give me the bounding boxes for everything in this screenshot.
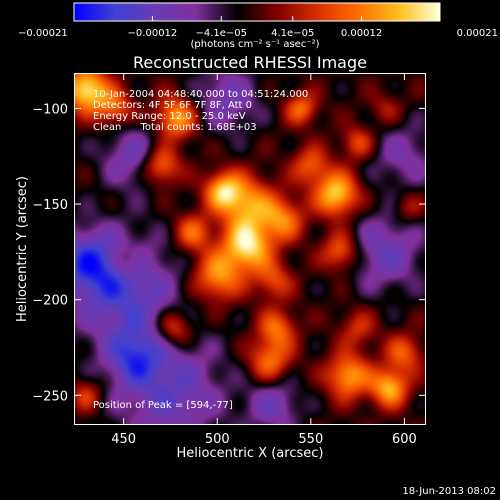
- colorbar-tick-label: 0.00021: [457, 28, 498, 39]
- x-tick-label: 600: [392, 432, 417, 447]
- plot-area: 450 500 550 600 −100 −150 −200 −250: [32, 73, 426, 447]
- annotation-clean-counts: Clean Total counts: 1.68E+03: [93, 122, 257, 133]
- colorbar-gradient: [73, 2, 441, 22]
- colorbar-tick-label: −0.00012: [128, 28, 178, 39]
- annotation-energy-range: Energy Range: 12.0 - 25.0 keV: [93, 111, 246, 122]
- x-axis-ticks: 450 500 550 600: [111, 74, 417, 447]
- chart-title: Reconstructed RHESSI Image: [133, 53, 367, 72]
- y-tick-label: −200: [32, 294, 68, 309]
- colorbar-tick-label: −4.1e−05: [195, 28, 247, 39]
- colorbar: −0.00021 −0.00012 −4.1e−05 4.1e−05 0.00012 0.…: [18, 2, 498, 50]
- y-axis-ticks: −100 −150 −200 −250: [32, 102, 425, 404]
- colorbar-ticks: −0.00021 −0.00012 −4.1e−05 4.1e−05 0.00012 0.…: [18, 16, 498, 39]
- x-axis-title: Heliocentric X (arcsec): [177, 446, 324, 461]
- timestamp-footer: 18-Jun-2013 08:02: [402, 486, 496, 497]
- heatmap-image: [75, 74, 425, 424]
- y-tick-label: −250: [32, 389, 68, 404]
- colorbar-unit-label: (photons cm⁻² s⁻¹ asec⁻²): [190, 39, 319, 50]
- annotation-time-range: 10-Jan-2004 04:48:40.000 to 04:51:24.000: [93, 89, 308, 100]
- y-tick-label: −100: [32, 102, 68, 117]
- peak-position-label: Position of Peak = [594,-77]: [93, 400, 233, 411]
- x-tick-label: 550: [298, 432, 323, 447]
- x-tick-label: 450: [111, 432, 136, 447]
- y-axis-title: Heliocentric Y (arcsec): [15, 176, 30, 322]
- y-tick-label: −150: [32, 198, 68, 213]
- colorbar-tick-label: 4.1e−05: [271, 28, 314, 39]
- annotation-detectors: Detectors: 4F 5F 6F 7F 8F, Att 0: [93, 100, 252, 111]
- colorbar-tick-label: −0.00021: [18, 28, 68, 39]
- colorbar-tick-label: 0.00012: [341, 28, 382, 39]
- annotation-block: 10-Jan-2004 04:48:40.000 to 04:51:24.000…: [93, 89, 308, 133]
- plot-frame: [74, 73, 426, 425]
- x-tick-label: 500: [205, 432, 230, 447]
